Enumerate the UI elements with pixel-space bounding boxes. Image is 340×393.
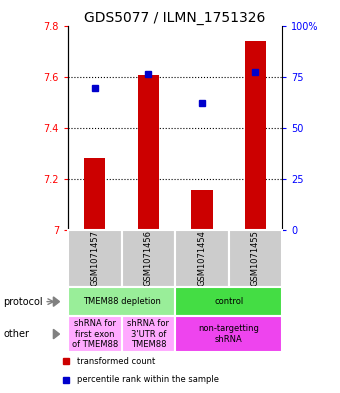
Bar	[68, 287, 175, 316]
Text: percentile rank within the sample: percentile rank within the sample	[77, 375, 219, 384]
Bar	[245, 41, 266, 230]
Text: control: control	[214, 297, 243, 306]
Bar	[121, 230, 175, 287]
Bar	[175, 316, 282, 352]
Bar	[68, 316, 121, 352]
Bar	[138, 75, 159, 230]
Text: non-targetting
shRNA: non-targetting shRNA	[198, 324, 259, 344]
Polygon shape	[53, 329, 60, 339]
Text: GSM1071457: GSM1071457	[90, 230, 99, 286]
Title: GDS5077 / ILMN_1751326: GDS5077 / ILMN_1751326	[84, 11, 266, 24]
Text: shRNA for
first exon
of TMEM88: shRNA for first exon of TMEM88	[72, 319, 118, 349]
Bar	[175, 230, 228, 287]
Bar	[84, 158, 105, 230]
Bar	[191, 190, 212, 230]
Text: TMEM88 depletion: TMEM88 depletion	[83, 297, 160, 306]
Bar	[121, 316, 175, 352]
Bar	[228, 230, 282, 287]
Text: transformed count: transformed count	[77, 356, 155, 365]
Text: GSM1071456: GSM1071456	[144, 230, 153, 286]
Text: GSM1071455: GSM1071455	[251, 230, 260, 286]
Text: shRNA for
3'UTR of
TMEM88: shRNA for 3'UTR of TMEM88	[127, 319, 169, 349]
Bar	[68, 230, 121, 287]
Text: other: other	[3, 329, 29, 339]
Text: protocol: protocol	[3, 297, 43, 307]
Text: GSM1071454: GSM1071454	[198, 230, 206, 286]
Bar	[175, 287, 282, 316]
Polygon shape	[53, 297, 60, 307]
